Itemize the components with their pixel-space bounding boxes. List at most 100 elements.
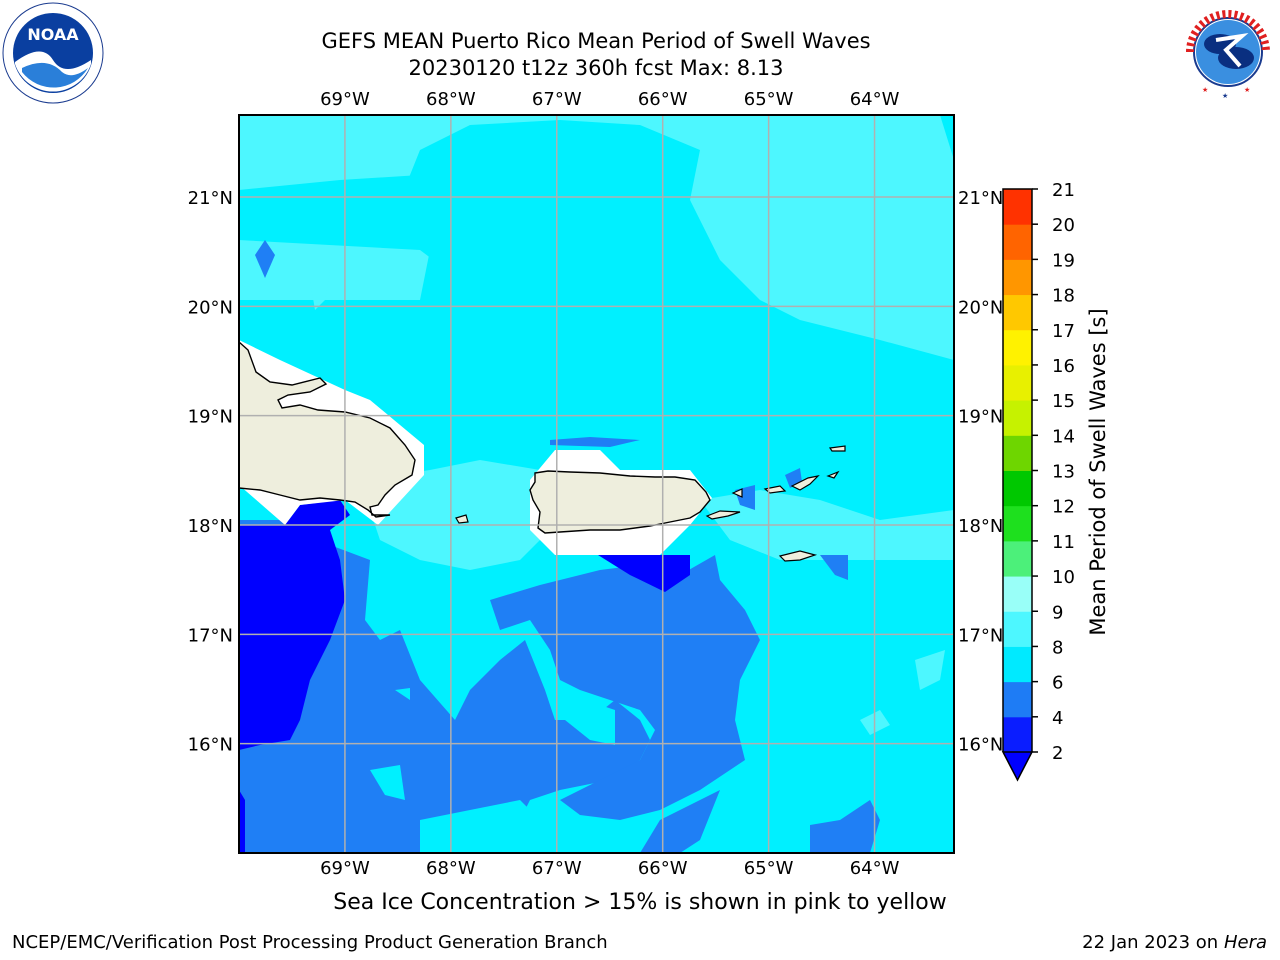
- field-mid-region: [550, 437, 640, 447]
- land-island: [731, 488, 743, 498]
- noaa-logo: NOAA: [2, 2, 104, 104]
- colorbar-bin: [1003, 646, 1032, 683]
- lon-label-top: 68°W: [426, 89, 476, 110]
- lat-label-left: 18°N: [188, 516, 233, 537]
- lon-label-bottom: 65°W: [744, 858, 794, 879]
- land-hispaniola: [239, 341, 416, 518]
- field-light-patch: [420, 800, 530, 853]
- field-light-patch: [239, 115, 954, 360]
- credit-host: Hera: [1223, 932, 1267, 953]
- lat-label-left: 20°N: [188, 297, 233, 318]
- nws-logo-star: ★: [1244, 86, 1250, 94]
- credit-left: NCEP/EMC/Verification Post Processing Pr…: [12, 932, 608, 953]
- lat-label-right: 17°N: [958, 625, 1003, 646]
- colorbar-tick-label: 15: [1052, 391, 1075, 412]
- colorbar-bin: [1003, 435, 1032, 471]
- colorbar-bin: [1003, 189, 1032, 225]
- lat-label-left: 21°N: [188, 188, 233, 209]
- field-deep-region: [598, 555, 690, 592]
- lon-label-top: 64°W: [850, 89, 900, 110]
- colorbar-tick-label: 21: [1052, 180, 1075, 201]
- colorbar-tick-label: 13: [1052, 462, 1075, 483]
- lon-label-top: 65°W: [744, 89, 794, 110]
- lat-label-right: 16°N: [958, 735, 1003, 756]
- noaa-logo-text: NOAA: [27, 25, 79, 44]
- colorbar-bin: [1003, 259, 1032, 296]
- field-mid-region: [820, 555, 848, 580]
- colorbar-tick-label: 20: [1052, 215, 1075, 236]
- map-frame: [238, 114, 955, 854]
- credit-right: 22 Jan 2023 on Hera: [1082, 932, 1267, 953]
- colorbar-tick-label: 14: [1052, 426, 1075, 447]
- nws-logo-star: ★: [1222, 92, 1228, 100]
- colorbar-bin: [1003, 681, 1032, 718]
- colorbar-tick-label: 17: [1052, 321, 1075, 342]
- colorbar-bin: [1003, 576, 1032, 612]
- lat-label-left: 16°N: [188, 735, 233, 756]
- lon-label-top: 67°W: [532, 89, 582, 110]
- colorbar-tick-label: 4: [1052, 708, 1063, 729]
- credit-date: 22 Jan 2023 on: [1082, 932, 1224, 953]
- colorbar-bin: [1003, 540, 1032, 577]
- sea-ice-note: Sea Ice Concentration > 15% is shown in …: [333, 890, 947, 915]
- map-field: [239, 115, 954, 853]
- colorbar-tick-label: 19: [1052, 250, 1075, 271]
- land-island: [828, 445, 846, 452]
- lon-label-bottom: 64°W: [850, 858, 900, 879]
- field-light-patch: [310, 270, 330, 310]
- lon-label-bottom: 66°W: [638, 858, 688, 879]
- field-light-patch: [915, 650, 945, 690]
- field-deep-region: [239, 500, 350, 750]
- colorbar-tick-label: 2: [1052, 743, 1063, 764]
- lon-label-top: 66°W: [638, 89, 688, 110]
- lat-label-right: 19°N: [958, 407, 1003, 428]
- colorbar-tick-label: 10: [1052, 567, 1075, 588]
- lon-label-top: 69°W: [320, 89, 370, 110]
- colorbar-bin: [1003, 611, 1032, 647]
- field-mid-region: [640, 790, 720, 853]
- nws-logo: ★ ★ ★: [1178, 2, 1278, 102]
- colorbar-tick-label: 12: [1052, 497, 1075, 518]
- lat-label-right: 20°N: [958, 297, 1003, 318]
- lat-label-right: 18°N: [958, 516, 1003, 537]
- tick-labels: 69°W 69°W 68°W 68°W 67°W 67°W 66°W 66°W 65°W 65°W…: [188, 89, 1004, 879]
- field-light-patch: [395, 688, 410, 700]
- lat-label-left: 17°N: [188, 625, 233, 646]
- land-island: [455, 514, 469, 524]
- lat-label-right: 21°N: [958, 188, 1003, 209]
- colorbar-tick-label: 16: [1052, 356, 1075, 377]
- gridlines: [239, 115, 954, 853]
- colorbar-label: Mean Period of Swell Waves [s]: [1086, 308, 1110, 635]
- colorbar-bin: [1003, 294, 1032, 331]
- colorbar-tick-label: 11: [1052, 532, 1075, 553]
- colorbar-extend-arrow: [1001, 751, 1034, 782]
- field-light-patch: [370, 765, 405, 800]
- lon-label-bottom: 67°W: [532, 858, 582, 879]
- colorbar-bin: [1003, 505, 1032, 542]
- chart-title: GEFS MEAN Puerto Rico Mean Period of Swe…: [321, 29, 871, 53]
- colorbar-bin: [1003, 470, 1032, 507]
- colorbar-tick-label: 18: [1052, 286, 1075, 307]
- land-island: [705, 510, 741, 520]
- colorbar-bin: [1003, 716, 1032, 753]
- colorbar-tick-label: 8: [1052, 637, 1063, 658]
- chart-subtitle: 20230120 t12z 360h fcst Max: 8.13: [408, 56, 784, 80]
- lon-label-bottom: 68°W: [426, 858, 476, 879]
- colorbar-bin: [1003, 400, 1032, 436]
- colorbar-bin: [1003, 364, 1032, 401]
- lon-label-bottom: 69°W: [320, 858, 370, 879]
- land-puerto-rico: [529, 470, 711, 534]
- land-island: [826, 470, 840, 479]
- land-island: [778, 550, 818, 562]
- colorbar-bin: [1003, 329, 1032, 366]
- colorbar-tick-label: 9: [1052, 602, 1063, 623]
- field-mid-region: [255, 240, 275, 278]
- land-island: [790, 475, 820, 491]
- colorbar-tick-label: 6: [1052, 673, 1063, 694]
- field-light-patch: [565, 705, 615, 745]
- lat-label-left: 19°N: [188, 407, 233, 428]
- colorbar-bin: [1003, 224, 1032, 260]
- colorbar: 2 4 6 8 9 10 11 12 13 14 15 16 17 18 19 20 21: [1001, 180, 1075, 782]
- field-mid-region: [810, 800, 880, 853]
